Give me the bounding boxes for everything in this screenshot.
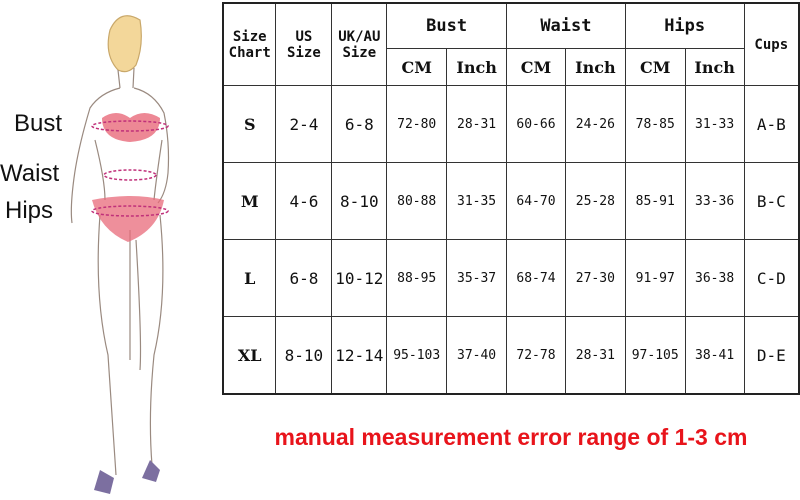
cell-uk: 6-8: [331, 85, 388, 163]
cell-waist-inch: 28-31: [564, 316, 626, 395]
cell-bust-cm: 72-80: [386, 85, 448, 163]
cell-size: S: [222, 85, 277, 163]
header-waist-cm: CM: [506, 48, 566, 86]
cell-hips-inch: 36-38: [684, 239, 745, 317]
header-hips-cm: CM: [624, 48, 686, 86]
header-size-chart: Size Chart: [222, 2, 277, 86]
header-bust-inch: Inch: [446, 48, 508, 86]
header-waist-inch: Inch: [564, 48, 626, 86]
fashion-figure-illustration: [70, 15, 170, 494]
cell-hips-cm: 91-97: [624, 239, 686, 317]
bust-measure-line: [91, 120, 169, 132]
header-waist: Waist: [506, 2, 626, 49]
table-row: XL 8-10 12-14 95-103 37-40 72-78 28-31 9…: [222, 316, 800, 395]
cell-cups: D-E: [743, 316, 800, 395]
header-us-size: US Size: [275, 2, 333, 86]
cell-size: XL: [222, 316, 277, 395]
cell-uk: 8-10: [331, 162, 388, 240]
cell-waist-cm: 72-78: [506, 316, 566, 395]
cell-us: 2-4: [275, 85, 333, 163]
header-hips: Hips: [624, 2, 745, 49]
size-chart-table: Size Chart US Size UK/AU Size Bust Waist…: [222, 2, 800, 395]
cell-hips-inch: 31-33: [684, 85, 745, 163]
hips-measure-line: [91, 205, 169, 217]
cell-hips-cm: 97-105: [624, 316, 686, 395]
cell-bust-inch: 28-31: [446, 85, 508, 163]
cell-us: 6-8: [275, 239, 333, 317]
cell-cups: A-B: [743, 85, 800, 163]
waist-label: Waist: [0, 160, 60, 187]
cell-waist-inch: 27-30: [564, 239, 626, 317]
cell-cups: C-D: [743, 239, 800, 317]
brief-shape: [92, 196, 164, 242]
cell-bust-cm: 95-103: [386, 316, 448, 395]
measurement-error-note: manual measurement error range of 1-3 cm: [274, 424, 748, 450]
cell-hips-cm: 78-85: [624, 85, 686, 163]
cell-uk: 10-12: [331, 239, 388, 317]
shoe-right: [142, 460, 160, 482]
table-row: S 2-4 6-8 72-80 28-31 60-66 24-26 78-85 …: [222, 85, 800, 163]
shoe-left: [94, 470, 114, 494]
header-cups: Cups: [743, 2, 800, 86]
cell-bust-cm: 88-95: [386, 239, 448, 317]
cell-hips-inch: 38-41: [684, 316, 745, 395]
header-bust-cm: CM: [386, 48, 448, 86]
table-row: L 6-8 10-12 88-95 35-37 68-74 27-30 91-9…: [222, 239, 800, 317]
bra-shape: [102, 113, 160, 142]
cell-waist-inch: 25-28: [564, 162, 626, 240]
bust-label: Bust: [14, 110, 63, 137]
cell-hips-inch: 33-36: [684, 162, 745, 240]
cell-us: 4-6: [275, 162, 333, 240]
hips-label: Hips: [5, 197, 54, 224]
table-row: M 4-6 8-10 80-88 31-35 64-70 25-28 85-91…: [222, 162, 800, 240]
cell-bust-inch: 31-35: [446, 162, 508, 240]
cell-us: 8-10: [275, 316, 333, 395]
cell-size: L: [222, 239, 277, 317]
cell-cups: B-C: [743, 162, 800, 240]
cell-bust-cm: 80-88: [386, 162, 448, 240]
header-hips-inch: Inch: [684, 48, 745, 86]
cell-waist-inch: 24-26: [564, 85, 626, 163]
header-uk-au-size: UK/AU Size: [331, 2, 388, 86]
cell-uk: 12-14: [331, 316, 388, 395]
header-bust: Bust: [386, 2, 508, 49]
cell-size: M: [222, 162, 277, 240]
cell-hips-cm: 85-91: [624, 162, 686, 240]
cell-waist-cm: 60-66: [506, 85, 566, 163]
waist-measure-line: [103, 169, 157, 181]
cell-bust-inch: 37-40: [446, 316, 508, 395]
cell-bust-inch: 35-37: [446, 239, 508, 317]
cell-waist-cm: 64-70: [506, 162, 566, 240]
cell-waist-cm: 68-74: [506, 239, 566, 317]
